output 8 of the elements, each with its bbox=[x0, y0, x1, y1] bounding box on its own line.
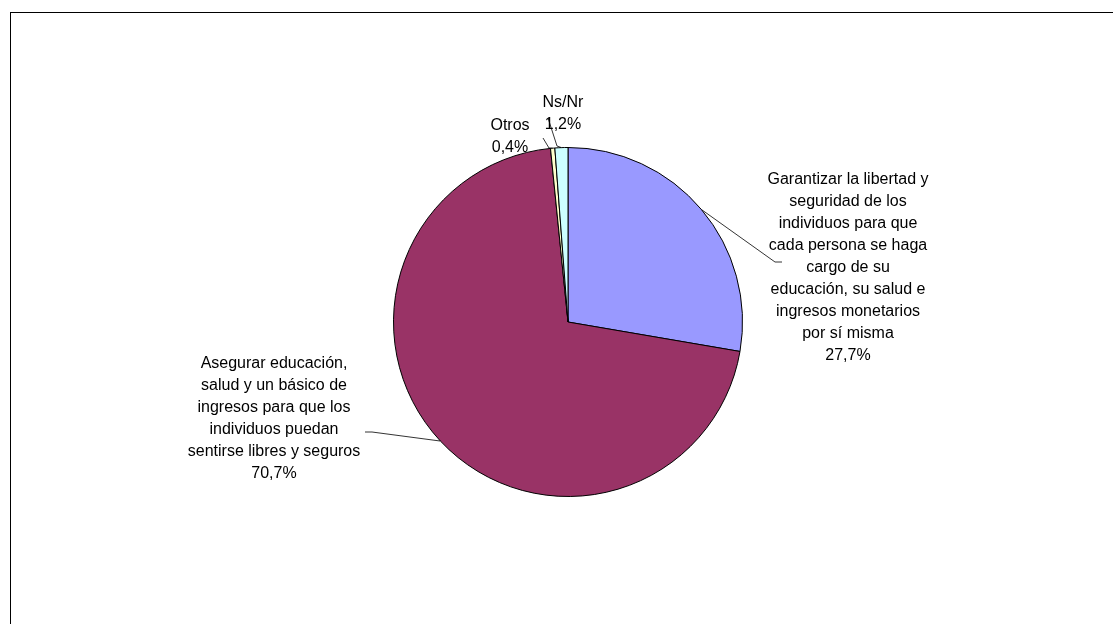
data-label: 27,7% bbox=[825, 346, 871, 364]
data-label: 70,7% bbox=[251, 464, 297, 482]
data-label: 0,4% bbox=[491, 138, 529, 156]
slice-label: Otros bbox=[490, 116, 530, 134]
slice-label: Ns/Nr bbox=[542, 93, 585, 111]
slice-label: Garantizar la libertad y seguridad de los individuos para que cada persona se haga cargo de su educación, su salud e ingresos monetarios por sí misma bbox=[767, 170, 929, 342]
slice-label: Asegurar educación, salud y un básico de ingresos para que los individuos puedan sentirse libres y seguros bbox=[187, 354, 361, 460]
data-label: 1,2% bbox=[544, 115, 582, 133]
